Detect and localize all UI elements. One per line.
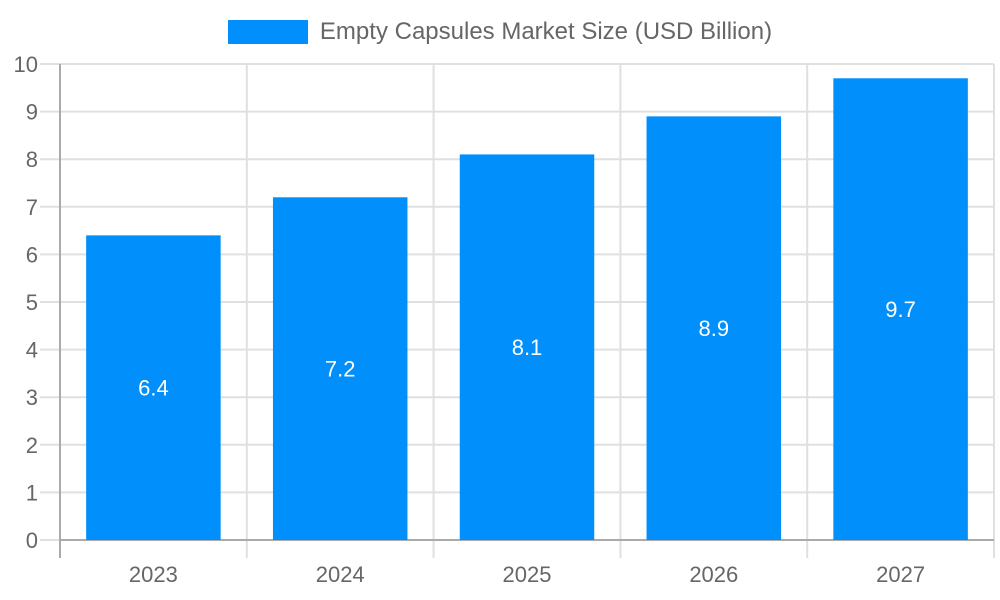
x-tick-label: 2026 bbox=[689, 562, 738, 587]
legend-label: Empty Capsules Market Size (USD Billion) bbox=[319, 18, 773, 45]
x-tick-label: 2027 bbox=[876, 562, 925, 587]
y-tick-label: 9 bbox=[26, 100, 38, 125]
y-tick-label: 7 bbox=[26, 195, 38, 220]
data-label: 6.4 bbox=[138, 376, 169, 401]
data-label: 7.2 bbox=[325, 357, 356, 382]
data-label: 8.9 bbox=[699, 316, 730, 341]
bar bbox=[459, 154, 595, 540]
chart-legend: Empty Capsules Market Size (USD Billion) bbox=[0, 18, 1000, 46]
bar bbox=[272, 197, 408, 540]
y-tick-label: 4 bbox=[26, 338, 38, 363]
x-tick-label: 2025 bbox=[503, 562, 552, 587]
x-tick-label: 2024 bbox=[316, 562, 365, 587]
bar bbox=[833, 78, 968, 540]
bar bbox=[646, 116, 782, 541]
y-tick-label: 5 bbox=[26, 290, 38, 315]
x-tick-label: 2023 bbox=[129, 562, 178, 587]
y-tick-label: 0 bbox=[26, 528, 38, 553]
data-label: 9.7 bbox=[885, 297, 916, 322]
y-tick-label: 1 bbox=[26, 480, 38, 505]
bar bbox=[86, 235, 221, 541]
y-tick-label: 2 bbox=[26, 433, 38, 458]
data-label: 8.1 bbox=[512, 335, 543, 360]
y-tick-label: 10 bbox=[14, 52, 38, 77]
y-tick-label: 8 bbox=[26, 147, 38, 172]
y-tick-label: 6 bbox=[26, 242, 38, 267]
y-tick-label: 3 bbox=[26, 385, 38, 410]
legend-swatch[interactable] bbox=[227, 20, 308, 44]
